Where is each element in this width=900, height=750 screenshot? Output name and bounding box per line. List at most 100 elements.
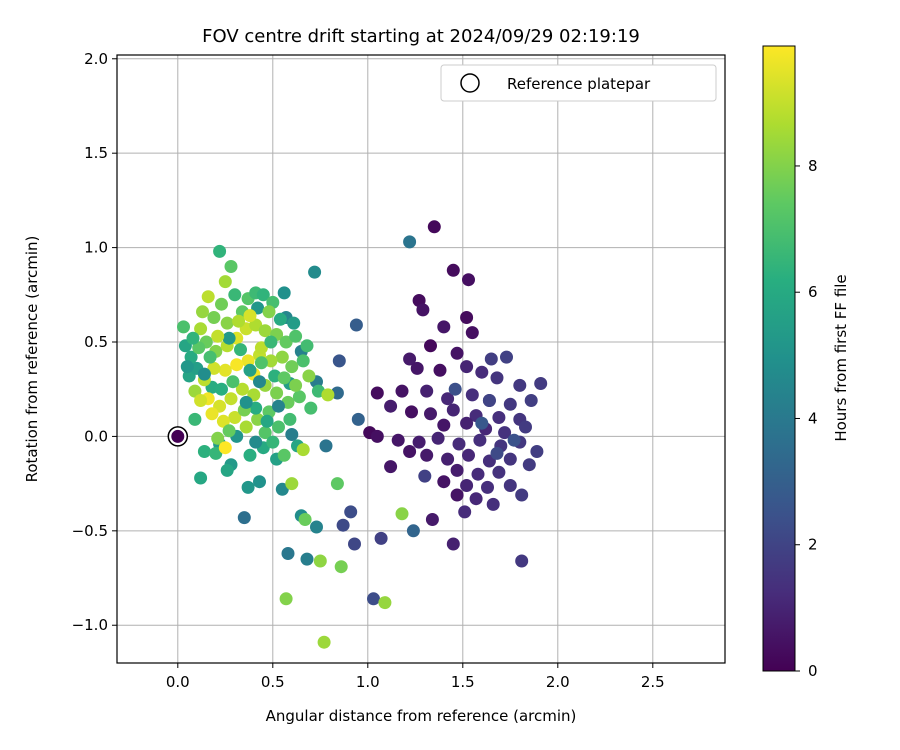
data-point <box>441 452 455 466</box>
data-point <box>482 394 496 407</box>
data-point <box>188 412 202 426</box>
data-point <box>275 482 289 496</box>
data-point <box>289 329 303 343</box>
data-point <box>332 354 346 368</box>
data-point <box>462 448 475 462</box>
data-point <box>215 382 228 396</box>
data-point <box>452 437 466 451</box>
data-point <box>249 401 263 415</box>
legend-entry-reference: Reference platepar <box>507 75 651 93</box>
data-point <box>530 445 544 458</box>
data-point <box>253 375 266 389</box>
data-point <box>277 371 291 385</box>
data-point <box>180 360 194 374</box>
data-point <box>410 361 424 375</box>
data-point <box>177 320 190 334</box>
data-point <box>500 350 513 364</box>
data-point <box>239 420 253 434</box>
data-point <box>232 314 246 328</box>
data-point <box>395 507 409 521</box>
y-tick-label: −0.5 <box>72 522 108 540</box>
data-point <box>296 443 310 457</box>
x-tick-label: 2.0 <box>546 673 570 691</box>
data-point <box>186 331 200 345</box>
data-point <box>300 552 314 566</box>
data-point <box>277 286 291 300</box>
data-point <box>249 435 263 449</box>
colorbar-tick-label: 8 <box>808 157 818 175</box>
x-tick-label: 2.5 <box>641 673 665 691</box>
data-point <box>216 414 230 428</box>
data-point <box>458 505 472 519</box>
data-point <box>425 513 439 526</box>
data-point <box>285 428 299 441</box>
data-point <box>378 596 392 610</box>
data-point <box>465 388 479 402</box>
data-point <box>262 305 276 319</box>
data-point <box>207 361 221 375</box>
data-point <box>220 316 234 330</box>
data-point <box>313 554 327 568</box>
data-point <box>446 263 460 277</box>
data-point <box>308 265 322 279</box>
data-point <box>279 335 293 349</box>
data-point <box>446 537 460 551</box>
data-point <box>431 431 445 445</box>
x-axis-ticks: 0.0 0.5 1.0 1.5 2.0 2.5 <box>166 663 665 691</box>
data-point <box>226 375 240 389</box>
data-point <box>534 377 548 390</box>
data-point <box>296 354 310 368</box>
data-point <box>258 324 272 338</box>
legend-box <box>440 64 717 102</box>
data-point <box>243 363 257 377</box>
data-point <box>235 382 249 396</box>
data-point <box>254 356 268 370</box>
data-point <box>424 407 437 421</box>
data-point <box>285 360 299 374</box>
data-point <box>450 488 464 502</box>
data-point <box>330 477 344 491</box>
data-point <box>384 460 398 474</box>
data-point <box>437 418 451 432</box>
data-point <box>492 411 506 424</box>
data-point <box>256 288 270 302</box>
data-point <box>412 435 426 449</box>
data-point <box>405 405 418 419</box>
x-tick-label: 1.5 <box>451 673 475 691</box>
legend: Reference platepar <box>440 64 717 102</box>
y-axis-ticks: −1.0 −0.5 0.0 0.5 1.0 1.5 2.0 <box>72 50 117 634</box>
data-point <box>519 420 532 434</box>
data-point <box>406 524 420 538</box>
data-point <box>391 433 405 447</box>
data-point <box>224 260 238 273</box>
data-point <box>460 311 474 324</box>
colorbar-tick-label: 6 <box>808 283 818 301</box>
data-point <box>433 363 447 377</box>
data-point <box>218 363 232 377</box>
data-point <box>498 426 512 440</box>
data-point <box>437 320 451 334</box>
x-axis-label: Angular distance from reference (arcmin) <box>266 707 577 725</box>
data-point <box>374 531 388 545</box>
y-axis-label: Rotation from reference (arcmin) <box>23 236 41 483</box>
data-point <box>230 358 244 372</box>
data-point <box>418 469 432 483</box>
data-point <box>469 492 483 506</box>
data-point <box>224 392 238 406</box>
y-tick-label: −1.0 <box>72 616 108 634</box>
data-point <box>285 477 299 491</box>
data-point <box>403 235 417 249</box>
data-point <box>503 479 517 492</box>
data-point <box>300 339 314 353</box>
data-point <box>460 360 474 374</box>
data-point <box>211 431 225 445</box>
data-point <box>503 397 517 411</box>
data-point <box>277 448 291 462</box>
data-point <box>446 403 460 417</box>
data-point <box>266 435 280 449</box>
data-point <box>228 288 242 302</box>
data-point <box>450 463 464 477</box>
data-point <box>416 303 430 317</box>
data-point <box>370 429 384 443</box>
data-point <box>209 446 223 460</box>
